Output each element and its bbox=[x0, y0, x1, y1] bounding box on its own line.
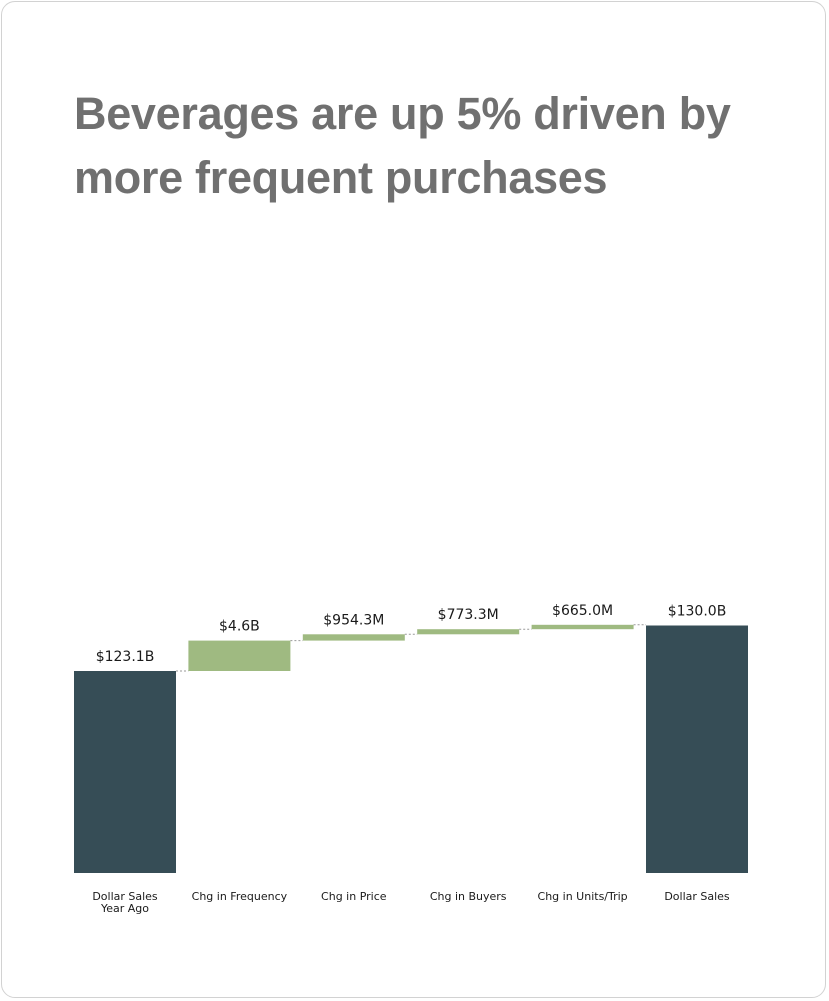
category-label-line: Dollar Sales bbox=[92, 890, 158, 903]
bar-chg-in-buyers bbox=[417, 629, 520, 635]
bar-chg-in-price bbox=[302, 634, 405, 641]
data-label-chg-in-price: $954.3M bbox=[323, 612, 384, 628]
category-label-chg-in-units-trip: Chg in Units/Trip bbox=[538, 890, 628, 903]
bar-chg-in-units-trip bbox=[531, 624, 634, 630]
data-label-chg-in-frequency: $4.6B bbox=[219, 619, 260, 635]
bar-dollar-sales-year-ago bbox=[74, 671, 176, 873]
chart-title: Beverages are up 5% driven by more frequ… bbox=[74, 88, 731, 203]
category-label-line: Chg in Units/Trip bbox=[538, 890, 628, 903]
category-label-line: Chg in Price bbox=[321, 890, 387, 903]
category-label-line: Chg in Buyers bbox=[430, 890, 507, 903]
category-label-chg-in-frequency: Chg in Frequency bbox=[192, 890, 288, 903]
bar-chg-in-frequency bbox=[188, 640, 291, 671]
category-label-line: Year Ago bbox=[100, 902, 149, 915]
bars bbox=[74, 624, 748, 873]
category-label-line: Chg in Frequency bbox=[192, 890, 288, 903]
category-label-line: Dollar Sales bbox=[664, 890, 730, 903]
data-label-dollar-sales-year-ago: $123.1B bbox=[96, 649, 155, 665]
bar-dollar-sales bbox=[646, 625, 748, 873]
data-label-chg-in-buyers: $773.3M bbox=[438, 607, 499, 623]
category-label-chg-in-price: Chg in Price bbox=[321, 890, 387, 903]
data-labels: $123.1B $4.6B $954.3M $773.3M $665.0M $130.0B bbox=[96, 603, 727, 665]
data-label-chg-in-units-trip: $665.0M bbox=[552, 603, 613, 619]
category-label-dollar-sales-year-ago: Dollar Sales Year Ago bbox=[92, 890, 158, 915]
category-label-dollar-sales: Dollar Sales bbox=[664, 890, 730, 903]
data-label-dollar-sales: $130.0B bbox=[668, 604, 727, 620]
category-label-chg-in-buyers: Chg in Buyers bbox=[430, 890, 507, 903]
